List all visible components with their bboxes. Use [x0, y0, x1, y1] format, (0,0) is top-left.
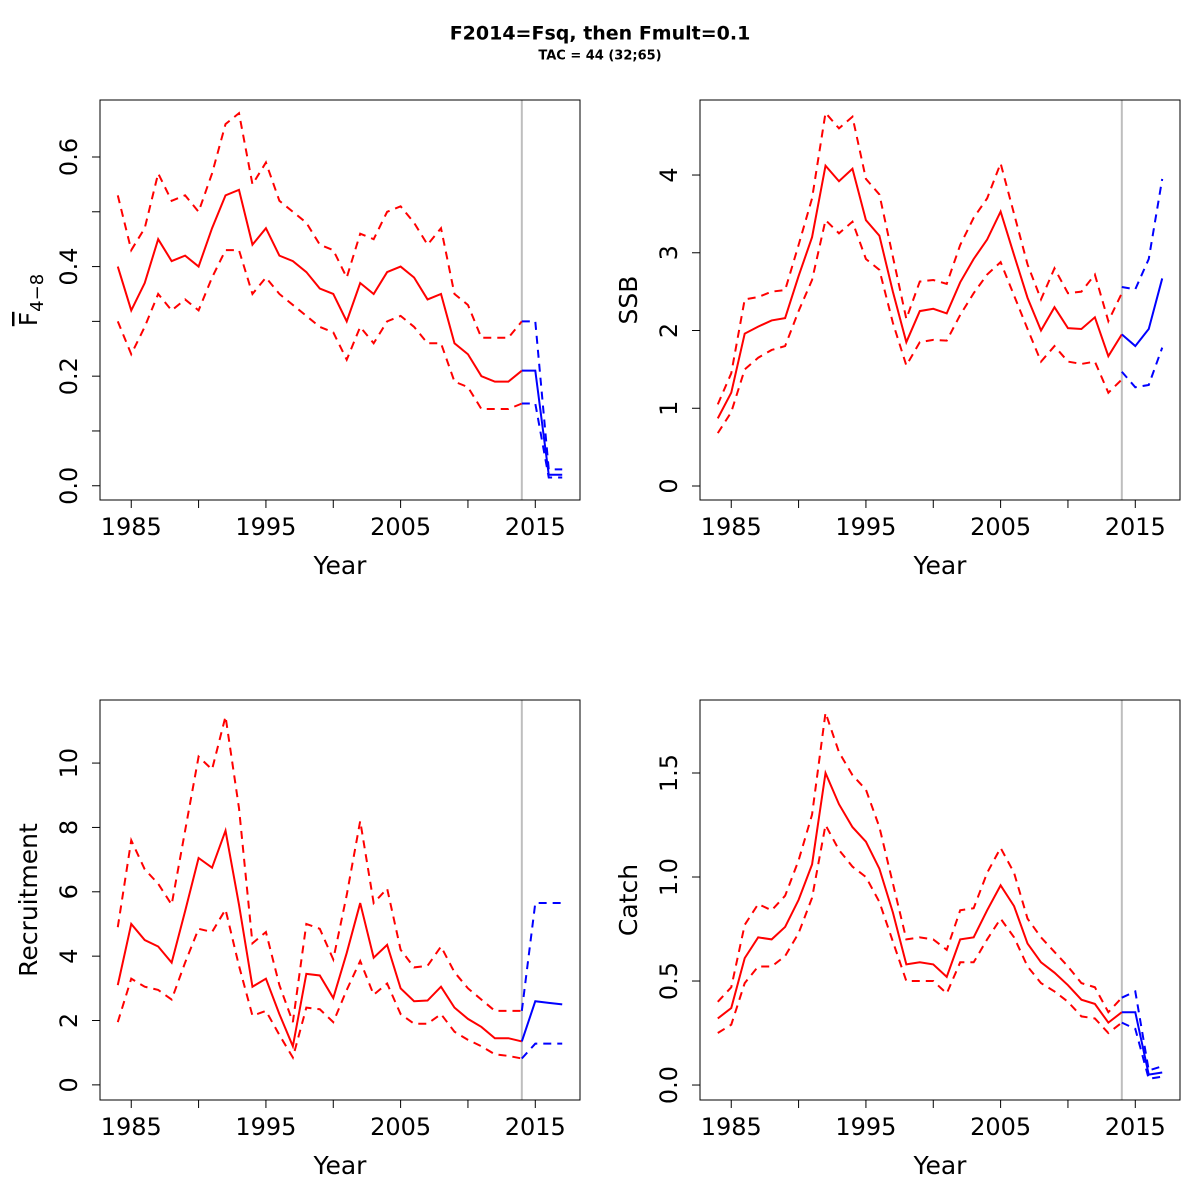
y-tick-label: 4 — [655, 167, 683, 182]
y-axis-label-main: SSB — [614, 276, 643, 325]
series-band-line — [116, 249, 523, 411]
y-tick-label: 4 — [55, 949, 83, 964]
series-band-line — [1121, 1021, 1163, 1080]
x-tick-label: 2015 — [505, 513, 566, 541]
series-band-line — [716, 110, 1123, 405]
y-axis-label-main: Catch — [614, 864, 643, 936]
series-line — [520, 1000, 563, 1042]
x-axis-label: Year — [313, 1151, 368, 1180]
series-band-line — [1121, 178, 1164, 291]
x-tick-label: 1985 — [701, 1113, 762, 1141]
series-line — [1121, 1011, 1163, 1076]
x-tick-label: 2015 — [1105, 513, 1166, 541]
y-tick-label: 0.4 — [55, 247, 83, 285]
y-tick-label: 2 — [655, 323, 683, 338]
y-axis-label: Catch — [614, 864, 643, 936]
y-tick-label: 1 — [655, 401, 683, 416]
series-band-line — [520, 902, 563, 1011]
y-tick-label: 10 — [55, 748, 83, 779]
y-tick-label: 0.6 — [55, 138, 83, 176]
y-tick-label: 0 — [55, 1077, 83, 1092]
y-axis-label-sub: 4−8 — [27, 274, 48, 312]
y-tick-label: 6 — [55, 884, 83, 899]
series-band-line — [521, 402, 563, 479]
x-tick-label: 1985 — [701, 513, 762, 541]
series-band-line — [1121, 989, 1163, 1072]
x-tick-label: 1995 — [235, 513, 296, 541]
x-tick-label: 2005 — [370, 513, 431, 541]
series-band-line — [716, 218, 1123, 434]
series-band-line — [116, 906, 523, 1061]
y-tick-label: 0.0 — [55, 467, 83, 505]
x-tick-label: 2005 — [970, 1113, 1031, 1141]
y-axis-label-main: Recruitment — [14, 823, 43, 977]
x-tick-label: 1995 — [835, 1113, 896, 1141]
y-axis-label-main: F — [14, 312, 43, 326]
y-tick-label: 8 — [55, 820, 83, 835]
series-band-line — [717, 822, 1123, 1035]
y-tick-label: 0.2 — [55, 357, 83, 395]
x-axis-label: Year — [913, 1151, 968, 1180]
x-tick-label: 2005 — [370, 1113, 431, 1141]
y-axis-label: Recruitment — [14, 823, 43, 977]
plot-frame — [699, 99, 1181, 501]
series-line — [116, 188, 523, 383]
series-line — [1121, 278, 1164, 348]
y-tick-label: 3 — [655, 245, 683, 260]
y-tick-label: 0 — [655, 478, 683, 493]
y-axis-label: F4−8 — [14, 274, 48, 326]
series-line — [716, 163, 1123, 419]
x-axis-label: Year — [313, 551, 368, 580]
x-tick-label: 1985 — [101, 513, 162, 541]
y-tick-label: 1.0 — [655, 858, 683, 896]
series-line — [521, 369, 563, 476]
y-axis-label: SSB — [614, 276, 643, 325]
x-tick-label: 1995 — [235, 1113, 296, 1141]
x-tick-label: 1995 — [835, 513, 896, 541]
series-band-line — [116, 111, 523, 339]
series-band-line — [521, 320, 563, 471]
y-tick-label: 1.5 — [655, 754, 683, 792]
plot-frame — [699, 699, 1181, 1101]
x-tick-label: 2005 — [970, 513, 1031, 541]
plot-frame — [99, 99, 581, 501]
x-tick-label: 1985 — [101, 1113, 162, 1141]
y-tick-label: 0.5 — [655, 962, 683, 1000]
x-tick-label: 2015 — [1105, 1113, 1166, 1141]
series-line — [717, 769, 1123, 1025]
figure-subtitle: TAC = 44 (32;65) — [538, 49, 661, 64]
x-tick-label: 2015 — [505, 1113, 566, 1141]
series-line — [116, 826, 523, 1050]
series-band-line — [717, 712, 1123, 1014]
figure-title: F2014=Fsq, then Fmult=0.1 — [450, 23, 751, 45]
y-tick-label: 0.0 — [655, 1066, 683, 1104]
y-tick-label: 2 — [55, 1013, 83, 1028]
x-axis-label: Year — [913, 551, 968, 580]
series-band-line — [116, 716, 522, 1023]
plot-frame — [99, 699, 581, 1101]
